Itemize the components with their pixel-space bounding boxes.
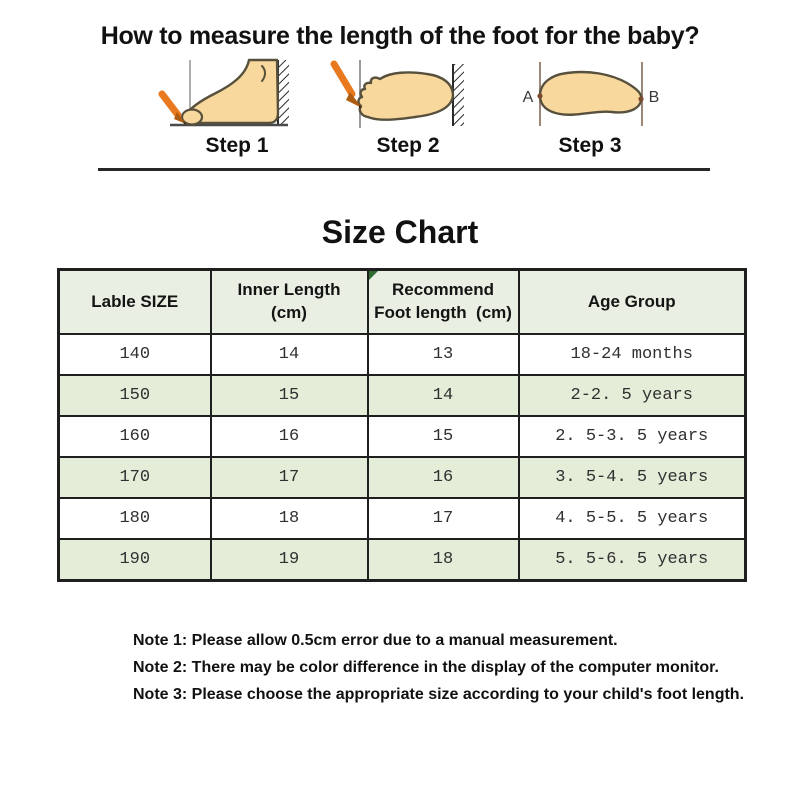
note-3: Note 3: Please choose the appropriate si… xyxy=(133,686,745,703)
col-header-age-group: Age Group xyxy=(517,268,747,335)
table-cell: 17 xyxy=(366,497,520,540)
foot-outline-a-to-b-measure-icon: A B xyxy=(523,62,660,126)
foot-side-view-pencil-marking-icon xyxy=(158,58,289,127)
step-3-figure: A B Step 3 xyxy=(500,56,680,166)
step-3-label: Step 3 xyxy=(558,134,622,157)
size-chart-table: Lable SIZE Inner Length (cm) Recommend F… xyxy=(57,268,747,582)
col-header-recommend-foot-length: Recommend Foot length (cm) xyxy=(366,268,520,335)
table-cell: 18 xyxy=(209,497,369,540)
table-cell: 150 xyxy=(57,374,212,417)
table-cell: 16 xyxy=(209,415,369,458)
table-row: 140 14 13 18-24 months xyxy=(57,333,747,376)
notes-section: Note 1: Please allow 0.5cm error due to … xyxy=(133,627,753,708)
table-cell: 4. 5-5. 5 years xyxy=(517,497,747,540)
table-cell: 16 xyxy=(366,456,520,499)
note-2: Note 2: There may be color difference in… xyxy=(133,659,719,676)
table-cell: 18 xyxy=(366,538,520,582)
note-1: Note 1: Please allow 0.5cm error due to … xyxy=(133,632,618,649)
size-chart-title: Size Chart xyxy=(321,214,479,250)
table-cell: 5. 5-6. 5 years xyxy=(517,538,747,582)
table-row: 160 16 15 2. 5-3. 5 years xyxy=(57,415,747,458)
table-cell: 15 xyxy=(209,374,369,417)
table-cell: 14 xyxy=(366,374,520,417)
table-cell: 18-24 months xyxy=(517,333,747,376)
step-1-figure: Step 1 xyxy=(128,56,346,166)
table-cell: 140 xyxy=(57,333,212,376)
table-cell: 3. 5-4. 5 years xyxy=(517,456,747,499)
col-header-lable-size: Lable SIZE xyxy=(57,268,212,335)
point-b-label: B xyxy=(649,89,660,106)
horizontal-divider xyxy=(98,168,710,171)
table-cell: 190 xyxy=(57,538,212,582)
table-cell: 17 xyxy=(209,456,369,499)
table-cell: 170 xyxy=(57,456,212,499)
table-cell: 14 xyxy=(209,333,369,376)
foot-top-view-pencil-marking-icon xyxy=(330,60,464,128)
cell-corner-marker-icon xyxy=(368,271,378,280)
table-row: 150 15 14 2-2. 5 years xyxy=(57,374,747,417)
table-cell: 13 xyxy=(366,333,520,376)
step-2-label: Step 2 xyxy=(376,134,440,157)
table-cell: 2. 5-3. 5 years xyxy=(517,415,747,458)
table-cell: 19 xyxy=(209,538,369,582)
step-2-figure: Step 2 xyxy=(318,56,498,166)
col-header-inner-length: Inner Length (cm) xyxy=(209,268,369,335)
table-cell: 160 xyxy=(57,415,212,458)
step-1-label: Step 1 xyxy=(205,134,269,157)
table-row: 180 18 17 4. 5-5. 5 years xyxy=(57,497,747,540)
point-a-label: A xyxy=(523,89,534,106)
table-row: 170 17 16 3. 5-4. 5 years xyxy=(57,456,747,499)
header-row: Lable SIZE Inner Length (cm) Recommend F… xyxy=(57,268,747,335)
table-cell: 180 xyxy=(57,497,212,540)
table-cell: 15 xyxy=(366,415,520,458)
table-row: 190 19 18 5. 5-6. 5 years xyxy=(57,538,747,582)
page-title: How to measure the length of the foot fo… xyxy=(100,22,700,50)
table-cell: 2-2. 5 years xyxy=(517,374,747,417)
